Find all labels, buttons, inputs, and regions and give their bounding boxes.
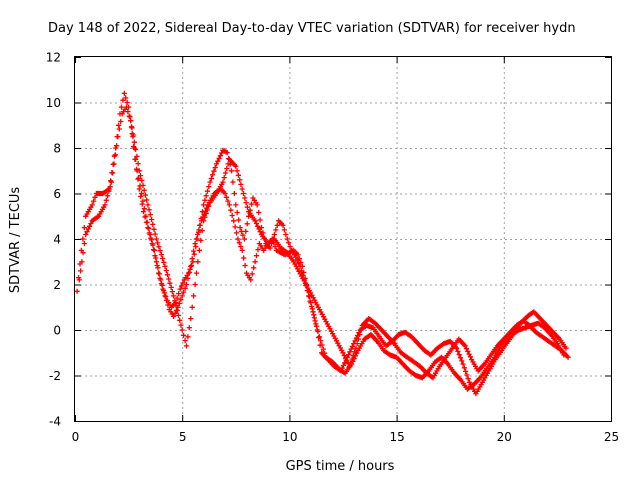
plus-markers [128,118,571,381]
plus-markers [76,104,567,392]
y-tick-label: 12 [46,51,61,65]
plot-frame [74,56,612,422]
x-tick-label: 25 [604,430,619,444]
x-tick-label: 0 [72,430,80,444]
y-tick-label: 4 [53,233,61,247]
y-tick-label: 8 [53,142,61,156]
y-tick-label: -4 [49,415,61,429]
y-tick-label: 0 [53,324,61,338]
series-trace-3 [128,118,571,381]
y-axis-title: SDTVAR / TECUs [8,187,23,294]
x-tick-label: 10 [282,430,297,444]
y-tick-label: 2 [53,278,61,292]
series-trace-2 [76,104,567,392]
x-tick-label: 5 [179,430,187,444]
x-tick-label: 20 [497,430,512,444]
chart-title: Day 148 of 2022, Sidereal Day-to-day VTE… [48,21,576,36]
y-tick-label: -2 [49,369,61,383]
y-tick-label: 6 [53,187,61,201]
data-series [74,90,571,397]
y-tick-label: 10 [46,96,61,110]
x-axis-title: GPS time / hours [286,459,395,474]
axes: 0 5 10 15 20 25 -4 -2 0 2 4 6 8 10 12 [46,51,619,445]
x-tick-label: 15 [389,430,404,444]
